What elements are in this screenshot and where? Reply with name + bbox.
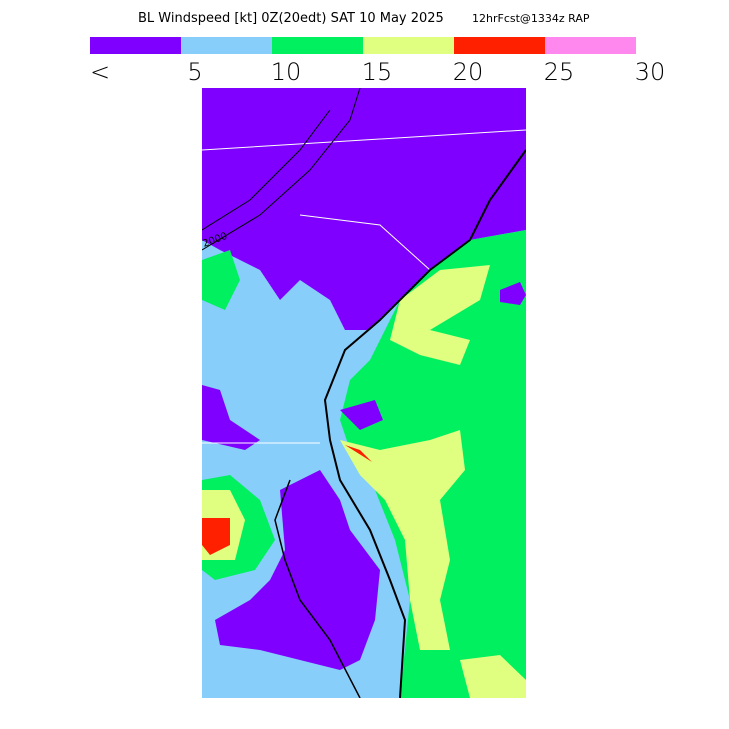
forecast-label: 12hrFcst@1334z RAP [472, 12, 590, 25]
legend-label: 10 [271, 58, 302, 86]
legend-label: 15 [362, 58, 393, 86]
wind-field [202, 518, 230, 555]
legend-label: 30 [635, 58, 666, 86]
map: 2000 [202, 88, 526, 698]
legend-label: 5 [187, 58, 202, 86]
coastline [323, 149, 526, 698]
wind-field [340, 430, 465, 650]
wind-field [202, 88, 526, 330]
legend-swatch [363, 37, 454, 54]
terrain-contour [202, 88, 361, 251]
wind-field [390, 265, 490, 365]
legend: <5 10 15 20 25 30 [90, 37, 665, 86]
wind-field [460, 655, 526, 698]
legend-swatch [90, 37, 181, 54]
wind-field [215, 470, 380, 670]
legend-label: 25 [544, 58, 575, 86]
legend-swatch [181, 37, 272, 54]
wind-field [202, 385, 260, 450]
wind-field [202, 250, 240, 310]
legend-label: < [90, 58, 110, 86]
wind-field [500, 282, 526, 305]
coastline [274, 479, 361, 698]
title: BL Windspeed [kt] 0Z(20edt) SAT 10 May 2… [138, 11, 444, 26]
wind-field [345, 445, 372, 462]
legend-swatch [272, 37, 363, 54]
legend-swatch [545, 37, 636, 54]
legend-swatch [454, 37, 545, 54]
wind-field [340, 400, 383, 430]
state-border [202, 129, 526, 444]
legend-label: 20 [453, 58, 484, 86]
